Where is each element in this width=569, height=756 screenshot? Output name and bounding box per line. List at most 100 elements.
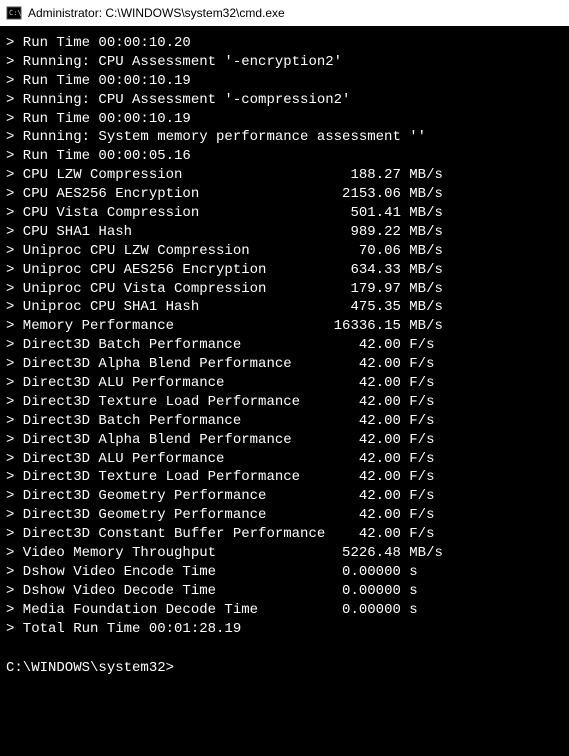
- result-value: 42.00: [334, 507, 401, 523]
- result-label: > Media Foundation Decode Time: [6, 602, 334, 618]
- result-label: > Dshow Video Encode Time: [6, 564, 334, 580]
- result-unit: MB/s: [401, 167, 443, 183]
- result-value: 42.00: [334, 337, 401, 353]
- result-value: 42.00: [334, 413, 401, 429]
- result-unit: F/s: [401, 432, 435, 448]
- result-label: > CPU LZW Compression: [6, 167, 334, 183]
- result-value: 188.27: [334, 167, 401, 183]
- result-line: > Direct3D Geometry Performance 42.00 F/…: [6, 506, 563, 525]
- result-unit: F/s: [401, 488, 435, 504]
- result-label: > CPU Vista Compression: [6, 205, 334, 221]
- result-unit: MB/s: [401, 224, 443, 240]
- cmd-icon: C:\: [6, 5, 22, 21]
- result-value: 16336.15: [334, 318, 401, 334]
- result-line: > Direct3D Texture Load Performance 42.0…: [6, 468, 563, 487]
- result-label: > Uniproc CPU AES256 Encryption: [6, 262, 334, 278]
- output-line: > Running: CPU Assessment '-compression2…: [6, 91, 563, 110]
- svg-text:C:\: C:\: [9, 9, 22, 17]
- result-unit: MB/s: [401, 318, 443, 334]
- result-line: > Dshow Video Encode Time 0.00000 s: [6, 563, 563, 582]
- result-value: 501.41: [334, 205, 401, 221]
- result-unit: MB/s: [401, 281, 443, 297]
- output-line: > Run Time 00:00:10.19: [6, 72, 563, 91]
- result-value: 42.00: [334, 451, 401, 467]
- result-value: 42.00: [334, 526, 401, 542]
- result-label: > Uniproc CPU Vista Compression: [6, 281, 334, 297]
- result-line: > Uniproc CPU SHA1 Hash 475.35 MB/s: [6, 298, 563, 317]
- result-line: > Direct3D ALU Performance 42.00 F/s: [6, 374, 563, 393]
- result-label: > Direct3D Alpha Blend Performance: [6, 432, 334, 448]
- result-line: > Media Foundation Decode Time 0.00000 s: [6, 601, 563, 620]
- result-value: 70.06: [334, 243, 401, 259]
- blank-line: [6, 639, 563, 658]
- result-unit: MB/s: [401, 262, 443, 278]
- result-label: > Uniproc CPU SHA1 Hash: [6, 299, 334, 315]
- result-label: > Memory Performance: [6, 318, 334, 334]
- result-line: > Direct3D Constant Buffer Performance 4…: [6, 525, 563, 544]
- result-unit: F/s: [401, 451, 435, 467]
- result-value: 0.00000: [334, 602, 401, 618]
- result-label: > Direct3D Geometry Performance: [6, 488, 334, 504]
- result-line: > Uniproc CPU AES256 Encryption 634.33 M…: [6, 261, 563, 280]
- result-unit: MB/s: [401, 243, 443, 259]
- result-line: > Direct3D Batch Performance 42.00 F/s: [6, 336, 563, 355]
- result-line: > Direct3D Texture Load Performance 42.0…: [6, 393, 563, 412]
- result-value: 42.00: [334, 469, 401, 485]
- result-unit: F/s: [401, 507, 435, 523]
- result-line: > Direct3D Alpha Blend Performance 42.00…: [6, 431, 563, 450]
- result-unit: MB/s: [401, 205, 443, 221]
- result-value: 989.22: [334, 224, 401, 240]
- terminal-output[interactable]: > Run Time 00:00:10.20> Running: CPU Ass…: [0, 26, 569, 686]
- result-label: > Direct3D Texture Load Performance: [6, 469, 334, 485]
- window-title: Administrator: C:\WINDOWS\system32\cmd.e…: [28, 6, 563, 20]
- result-label: > Video Memory Throughput: [6, 545, 334, 561]
- window-titlebar[interactable]: C:\ Administrator: C:\WINDOWS\system32\c…: [0, 0, 569, 26]
- result-line: > Memory Performance 16336.15 MB/s: [6, 317, 563, 336]
- result-label: > CPU SHA1 Hash: [6, 224, 334, 240]
- result-value: 0.00000: [334, 564, 401, 580]
- result-line: > Uniproc CPU Vista Compression 179.97 M…: [6, 280, 563, 299]
- result-value: 42.00: [334, 432, 401, 448]
- prompt-line[interactable]: C:\WINDOWS\system32>: [6, 659, 563, 678]
- result-unit: MB/s: [401, 545, 443, 561]
- result-label: > CPU AES256 Encryption: [6, 186, 334, 202]
- result-label: > Direct3D Batch Performance: [6, 413, 334, 429]
- result-unit: F/s: [401, 526, 435, 542]
- result-label: > Dshow Video Decode Time: [6, 583, 334, 599]
- result-label: > Direct3D Texture Load Performance: [6, 394, 334, 410]
- result-line: > Direct3D Geometry Performance 42.00 F/…: [6, 487, 563, 506]
- output-line: > Total Run Time 00:01:28.19: [6, 620, 563, 639]
- output-line: > Run Time 00:00:10.19: [6, 110, 563, 129]
- result-value: 634.33: [334, 262, 401, 278]
- result-value: 42.00: [334, 488, 401, 504]
- result-unit: F/s: [401, 375, 435, 391]
- result-value: 42.00: [334, 375, 401, 391]
- result-line: > CPU LZW Compression 188.27 MB/s: [6, 166, 563, 185]
- result-value: 475.35: [334, 299, 401, 315]
- result-line: > CPU Vista Compression 501.41 MB/s: [6, 204, 563, 223]
- result-line: > CPU AES256 Encryption 2153.06 MB/s: [6, 185, 563, 204]
- result-unit: MB/s: [401, 186, 443, 202]
- result-line: > Dshow Video Decode Time 0.00000 s: [6, 582, 563, 601]
- result-unit: F/s: [401, 356, 435, 372]
- result-unit: s: [401, 602, 418, 618]
- result-label: > Direct3D Alpha Blend Performance: [6, 356, 334, 372]
- result-unit: s: [401, 583, 418, 599]
- prompt-text: C:\WINDOWS\system32>: [6, 660, 174, 676]
- result-value: 2153.06: [334, 186, 401, 202]
- result-label: > Direct3D Batch Performance: [6, 337, 334, 353]
- result-line: > CPU SHA1 Hash 989.22 MB/s: [6, 223, 563, 242]
- result-value: 179.97: [334, 281, 401, 297]
- output-line: > Running: CPU Assessment '-encryption2': [6, 53, 563, 72]
- result-value: 0.00000: [334, 583, 401, 599]
- result-value: 42.00: [334, 394, 401, 410]
- result-line: > Direct3D Alpha Blend Performance 42.00…: [6, 355, 563, 374]
- result-line: > Direct3D Batch Performance 42.00 F/s: [6, 412, 563, 431]
- output-line: > Run Time 00:00:10.20: [6, 34, 563, 53]
- result-label: > Direct3D ALU Performance: [6, 375, 334, 391]
- output-line: > Running: System memory performance ass…: [6, 128, 563, 147]
- result-label: > Direct3D Geometry Performance: [6, 507, 334, 523]
- result-unit: MB/s: [401, 299, 443, 315]
- result-unit: F/s: [401, 469, 435, 485]
- result-value: 42.00: [334, 356, 401, 372]
